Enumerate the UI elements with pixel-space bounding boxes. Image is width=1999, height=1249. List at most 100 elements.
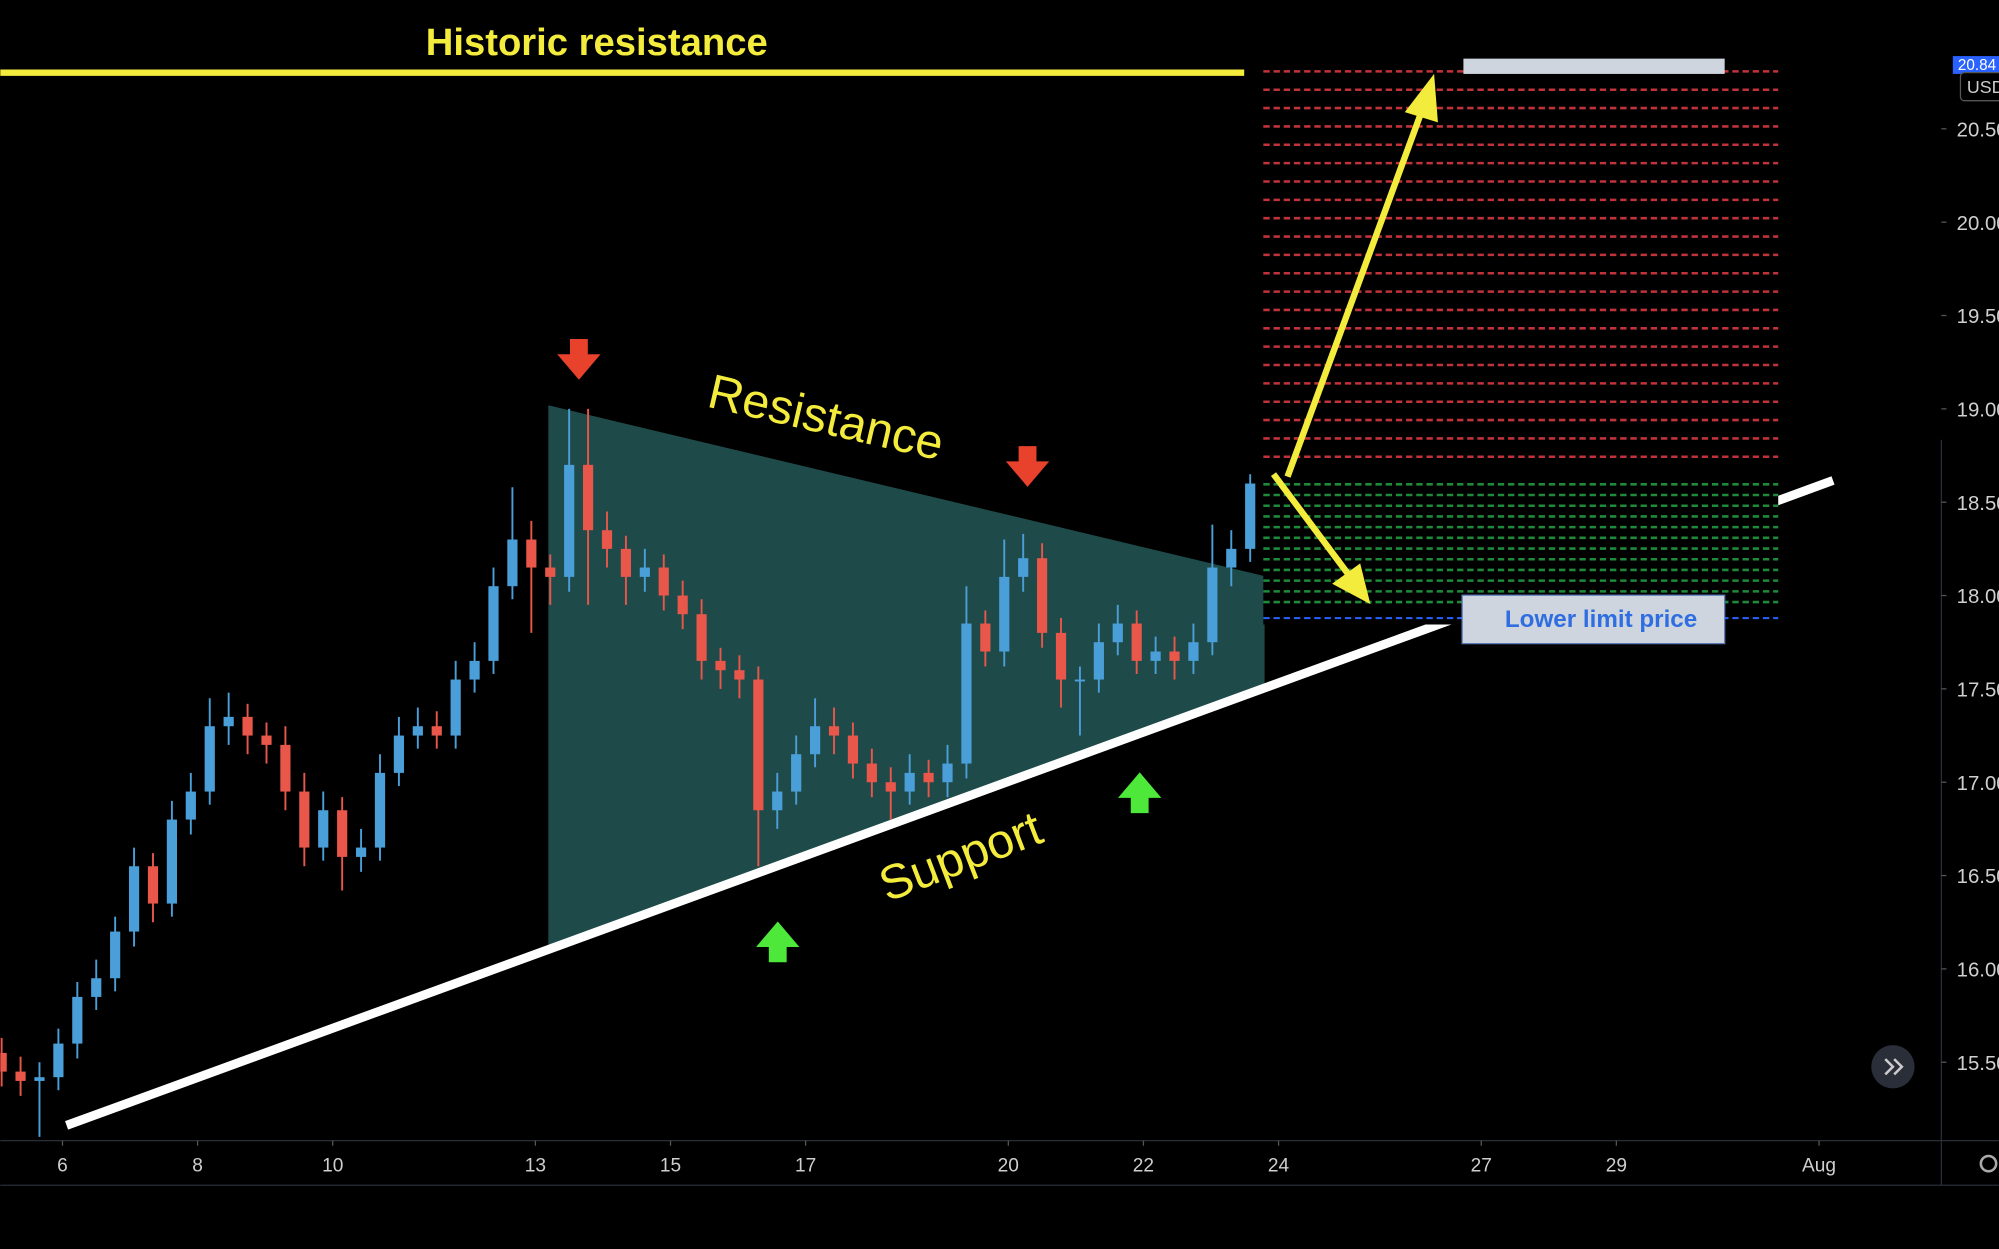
candle-body [715, 660, 726, 671]
candle-body [999, 576, 1010, 652]
candle-body [299, 791, 310, 848]
candle-body [469, 660, 480, 680]
x-tick-label: 20 [998, 1155, 1019, 1176]
candle-body [110, 931, 121, 979]
arrow-head [1332, 563, 1371, 605]
currency-label: USD [1967, 77, 1999, 97]
candle-body [658, 567, 669, 596]
candle-body [431, 726, 442, 736]
up-arrow [756, 921, 800, 963]
scroll-icon [1884, 1058, 1904, 1076]
y-tick-label: 20.00 [1957, 213, 1999, 235]
down-arrows [557, 339, 1050, 487]
candles [0, 408, 1256, 1137]
x-tick-label: 13 [525, 1155, 546, 1176]
candle-body [1188, 642, 1199, 661]
candle-body [1169, 651, 1180, 661]
y-tick-label: 20.50 [1957, 119, 1999, 141]
up-arrows [756, 772, 1162, 963]
x-tick-label: 6 [57, 1155, 68, 1176]
candle-body [734, 670, 745, 680]
y-tick-label: 17.50 [1957, 680, 1999, 702]
candle-body [545, 567, 556, 577]
down-arrow [1005, 446, 1050, 487]
y-tick-label: 16.00 [1957, 960, 1999, 982]
settings-icon[interactable] [1979, 1154, 1998, 1173]
candle-body [564, 464, 575, 577]
y-tick-label: 15.50 [1957, 1053, 1999, 1075]
candle-body [526, 539, 537, 568]
candle-body [261, 735, 272, 745]
y-tick-label: 16.50 [1957, 866, 1999, 888]
x-tick-label: 29 [1606, 1155, 1627, 1176]
candle-body [185, 791, 196, 820]
arrow-head [1404, 73, 1438, 123]
candle-body [885, 782, 896, 792]
candle-body [204, 726, 215, 792]
candle-body [980, 623, 991, 652]
candle-body [809, 726, 821, 755]
y-tick-label: 17.00 [1957, 773, 1999, 795]
candle-body [961, 623, 972, 764]
candle-body [866, 763, 877, 783]
candle-body [0, 1052, 7, 1072]
candle-body [904, 772, 915, 792]
candle-body [772, 791, 783, 811]
candle-body [639, 567, 650, 577]
x-tick-label: Aug [1802, 1155, 1836, 1176]
candle-body [488, 586, 499, 661]
candle-body [620, 548, 632, 577]
axes: 20.84 USD [0, 56, 1999, 1186]
y-tick-label: 18.50 [1957, 493, 1999, 515]
candle-body [1131, 623, 1142, 661]
candle-body [1207, 567, 1218, 643]
y-tick-label: 19.00 [1957, 399, 1999, 421]
historic-label: Historic resistance [426, 21, 768, 64]
triangle-pattern [548, 405, 1265, 946]
candle-body [1150, 651, 1161, 661]
currency-box[interactable] [1959, 72, 1999, 102]
candle-body [677, 595, 688, 615]
candle-body [53, 1043, 64, 1078]
candle-body [1112, 623, 1123, 643]
candle-body [828, 726, 840, 736]
lower-limit-box [1461, 594, 1726, 645]
candle-body [582, 464, 594, 531]
candle-body [318, 810, 329, 848]
x-tick-label: 8 [192, 1155, 203, 1176]
y-tick-label: 19.50 [1957, 306, 1999, 328]
price-tag-label: 20.84 [1958, 57, 1997, 74]
candle-body [280, 744, 291, 792]
candle-body [337, 810, 348, 857]
tick-labels: 15.50 16.00 16.50 17.00 17.50 18.00 18.50 19.00… [57, 119, 1999, 1176]
candle-body [355, 847, 367, 857]
x-tick-label: 17 [795, 1155, 816, 1176]
lower-limit-label: Lower limit price [1505, 606, 1697, 633]
candle-body [696, 614, 707, 661]
candle-body [507, 539, 518, 587]
candle-body [166, 819, 178, 904]
candle-body [34, 1077, 45, 1081]
candle-body [942, 763, 953, 783]
candle-body [1093, 642, 1104, 680]
zone-bg [1263, 63, 1779, 625]
x-tick-label: 15 [660, 1155, 681, 1176]
up-projection [1284, 111, 1425, 478]
candle-body [147, 866, 159, 904]
up-arrow [1118, 772, 1162, 814]
price-tag [1952, 56, 1999, 74]
candle-body [1226, 548, 1237, 568]
candle-body [1245, 483, 1256, 549]
upper-limit-box [1463, 58, 1725, 74]
candle-body [128, 866, 140, 932]
candle-body [1074, 679, 1086, 682]
candle-body [847, 735, 859, 764]
candle-body [91, 978, 102, 997]
candle-body [374, 772, 386, 848]
candle-body [242, 716, 253, 736]
down-projection [1270, 472, 1352, 577]
candle-body [923, 772, 934, 783]
x-tick-label: 27 [1471, 1155, 1492, 1176]
projection-arrows [1270, 73, 1438, 605]
